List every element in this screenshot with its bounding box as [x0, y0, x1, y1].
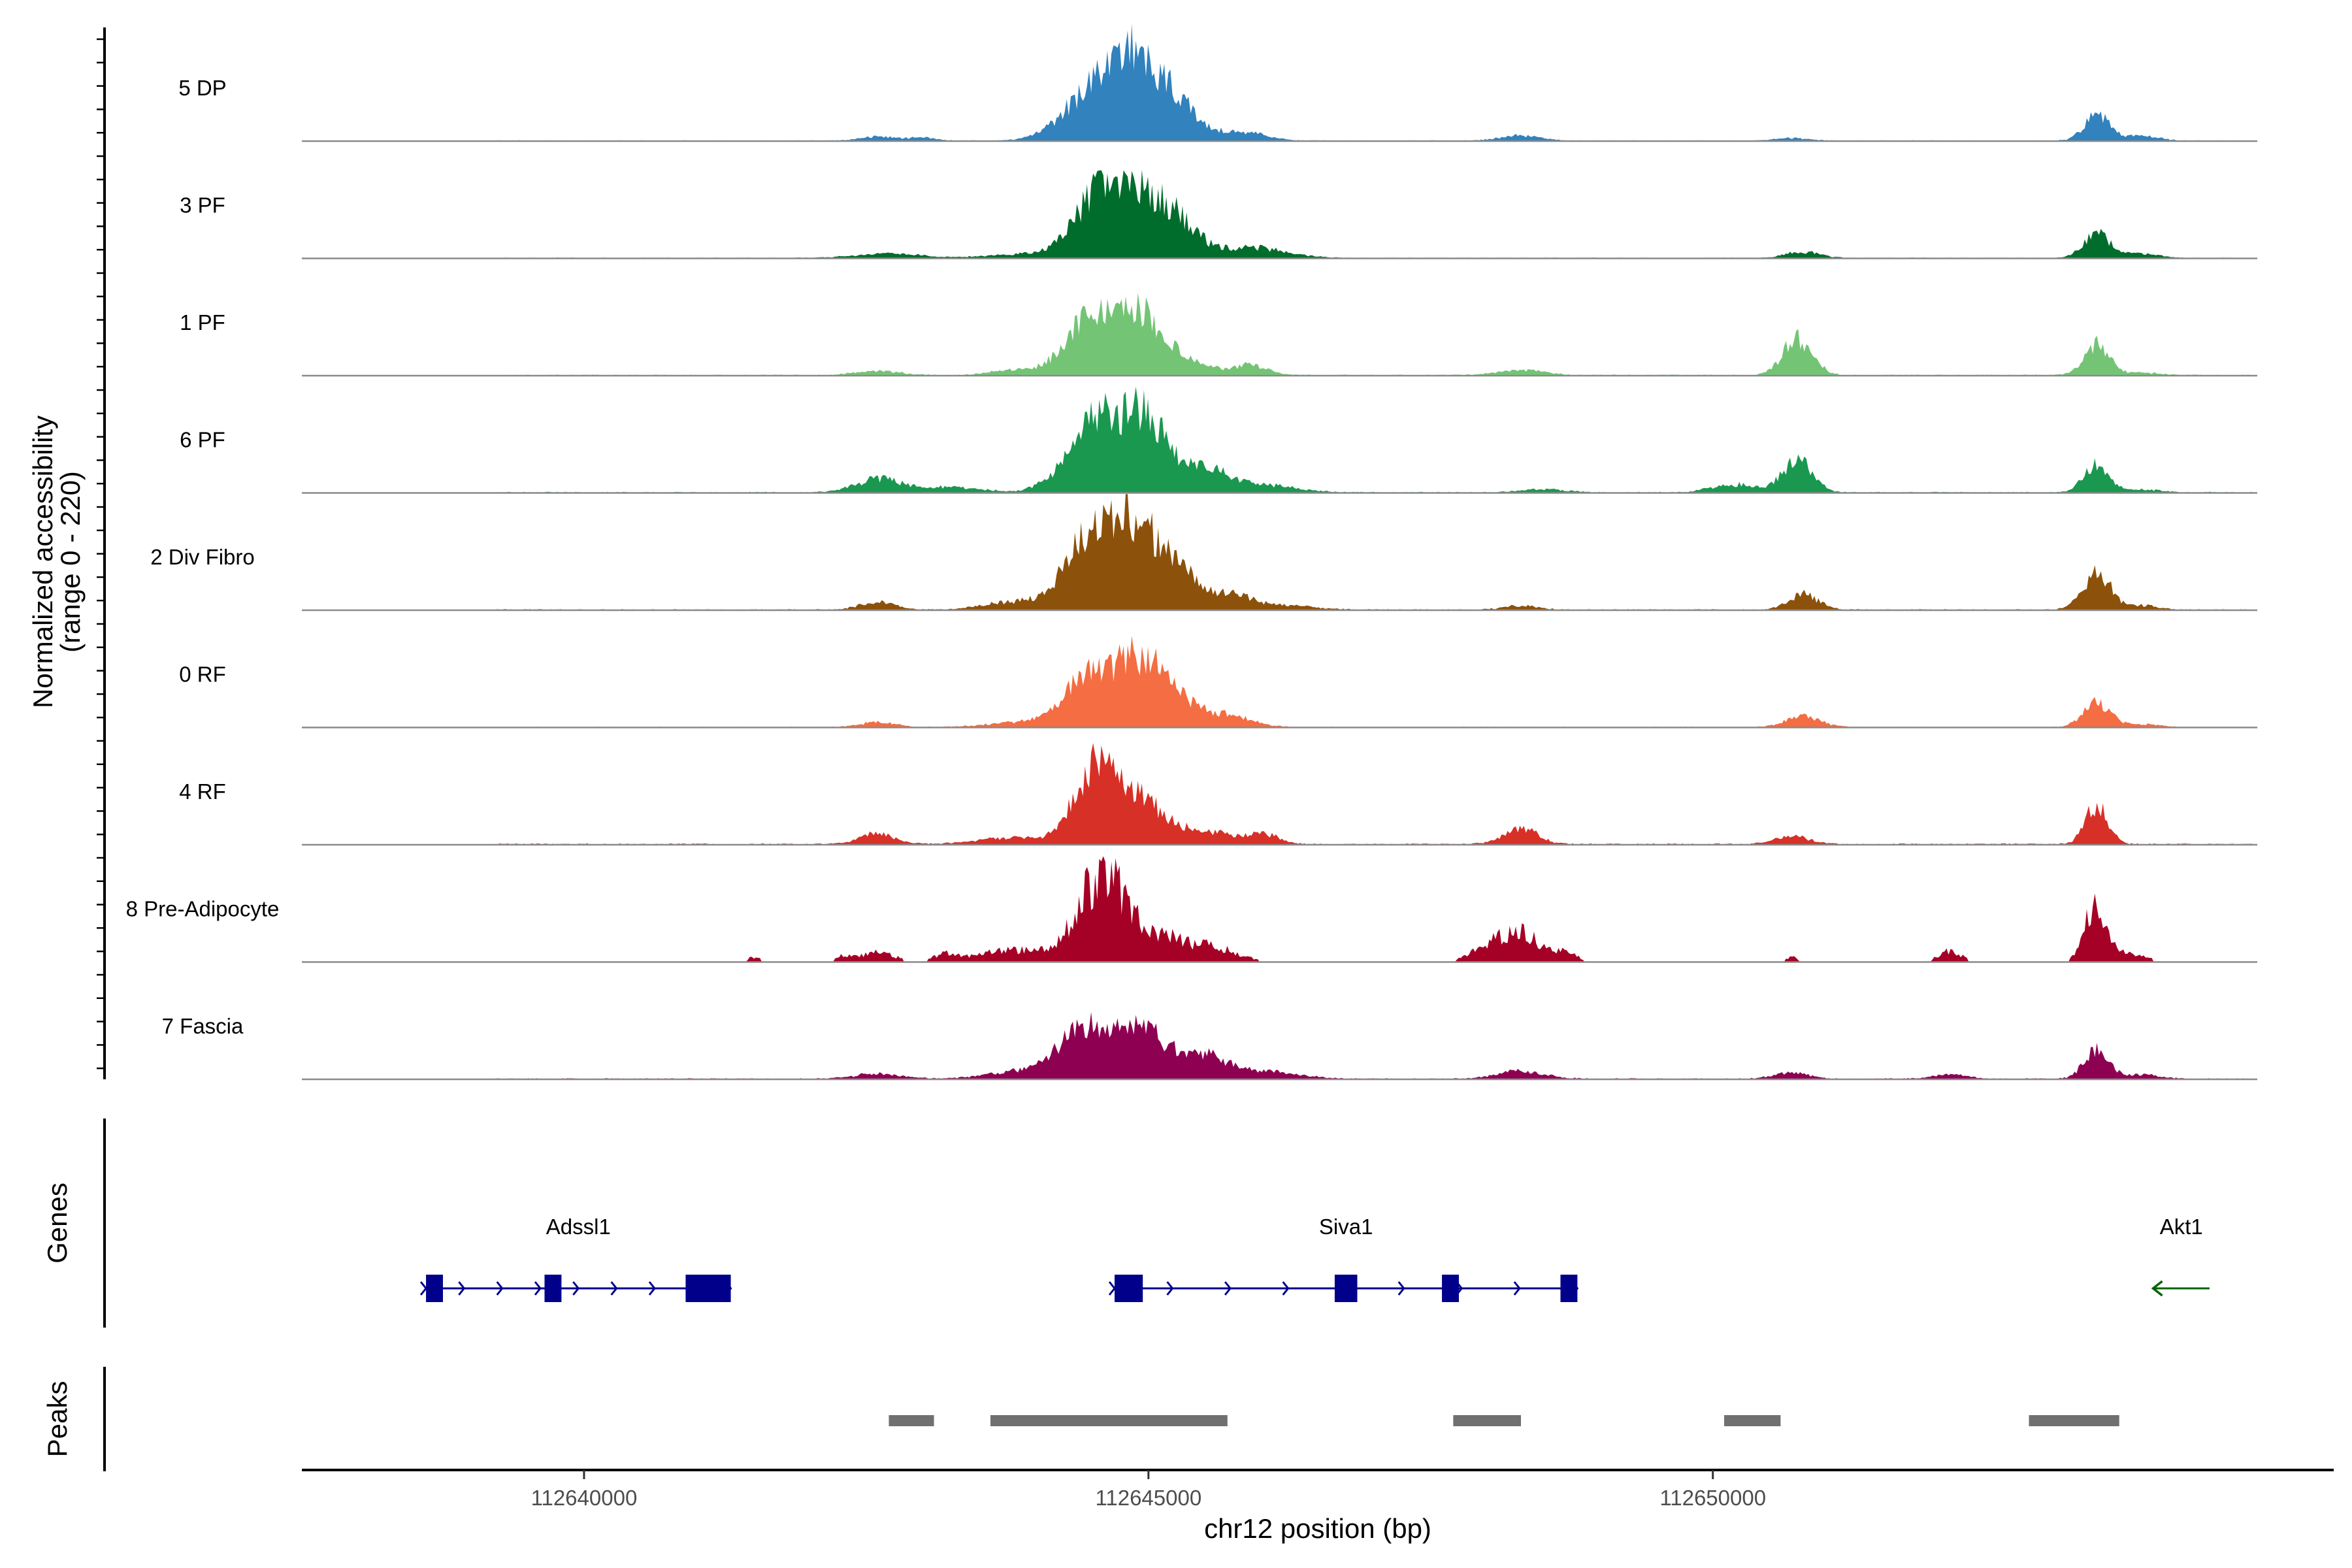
strand-arrow	[1166, 1281, 1174, 1296]
exon	[1560, 1275, 1578, 1302]
strand-arrow	[458, 1281, 466, 1296]
strand-arrow	[534, 1281, 542, 1296]
track-6: 4 RF	[179, 743, 2258, 846]
exon	[426, 1275, 443, 1302]
track-5: 0 RF	[179, 636, 2258, 728]
coverage-area	[493, 386, 2255, 493]
peak-region	[2029, 1415, 2119, 1426]
strand-arrow	[1513, 1281, 1521, 1296]
strand-arrow	[419, 1281, 427, 1296]
track-label: 2 Div Fibro	[150, 545, 255, 569]
x-axis-title: chr12 position (bp)	[1204, 1513, 1431, 1544]
track-label: 4 RF	[179, 779, 226, 804]
coverage-area	[493, 494, 2255, 610]
track-label: 5 DP	[178, 76, 226, 100]
coverage-area	[493, 743, 2255, 845]
strand-arrow	[1397, 1281, 1405, 1296]
y-axis-title-line1: Normalized accessibility	[27, 416, 58, 708]
peak-region	[889, 1415, 934, 1426]
gene-Akt1: Akt1	[2151, 1215, 2210, 1297]
track-label: 0 RF	[179, 662, 226, 687]
track-1: 3 PF	[180, 169, 2258, 259]
peak-region-track	[889, 1415, 2119, 1426]
strand-arrow	[2151, 1280, 2163, 1297]
track-3: 6 PF	[180, 386, 2258, 494]
track-panel-axis	[97, 27, 106, 1079]
strand-arrow	[1282, 1281, 1290, 1296]
peak-region	[990, 1415, 1228, 1426]
peak-region	[1453, 1415, 1521, 1426]
track-label: 6 PF	[180, 428, 225, 452]
exon	[1442, 1275, 1459, 1302]
strand-arrow	[1108, 1281, 1116, 1296]
exon	[685, 1275, 731, 1302]
gene-label: Akt1	[2160, 1215, 2203, 1239]
gene-label: Adssl1	[546, 1215, 611, 1239]
coverage-area	[493, 1011, 2255, 1079]
track-label: 3 PF	[180, 193, 225, 218]
track-7: 8 Pre-Adipocyte	[126, 856, 2258, 963]
exon	[1334, 1275, 1358, 1302]
gene-annotation-track: Adssl1 Siva1 Akt1	[419, 1215, 2210, 1302]
x-tick-label: 112650000	[1659, 1486, 1766, 1510]
coverage-tracks: 5 DP 3 PF 1 PF 6 PF 2 Div Fibro 0 RF 4 RF 8 Pre…	[126, 24, 2258, 1081]
gene-label: Siva1	[1319, 1215, 1373, 1239]
track-label: 7 Fascia	[162, 1014, 244, 1038]
track-label: 8 Pre-Adipocyte	[126, 897, 280, 921]
peak-region	[1724, 1415, 1781, 1426]
strand-arrow	[1224, 1281, 1232, 1296]
x-tick-label: 112640000	[531, 1486, 638, 1510]
strand-arrow	[572, 1281, 580, 1296]
strand-arrow	[648, 1281, 656, 1296]
strand-arrow	[496, 1281, 504, 1296]
x-axis-ticks: 112640000 112645000 112650000	[531, 1470, 1766, 1510]
coverage-area	[493, 636, 2255, 728]
strand-arrow	[610, 1281, 618, 1296]
coverage-area	[493, 24, 2255, 142]
gene-Adssl1: Adssl1	[419, 1215, 732, 1302]
gene-Siva1: Siva1	[1108, 1215, 1579, 1302]
track-4: 2 Div Fibro	[150, 494, 2258, 612]
peaks-panel-title: Peaks	[42, 1381, 73, 1458]
coverage-area	[493, 856, 2255, 962]
exon	[544, 1275, 562, 1302]
y-axis-title-line2: (range 0 - 220)	[55, 471, 86, 653]
track-8: 7 Fascia	[162, 1011, 2258, 1081]
track-2: 1 PF	[180, 293, 2258, 377]
track-label: 1 PF	[180, 310, 225, 335]
exon	[1115, 1275, 1143, 1302]
x-tick-label: 112645000	[1095, 1486, 1201, 1510]
coverage-area	[493, 293, 2255, 376]
genes-panel-title: Genes	[42, 1183, 73, 1264]
coverage-area	[493, 169, 2255, 259]
track-0: 5 DP	[178, 24, 2258, 142]
